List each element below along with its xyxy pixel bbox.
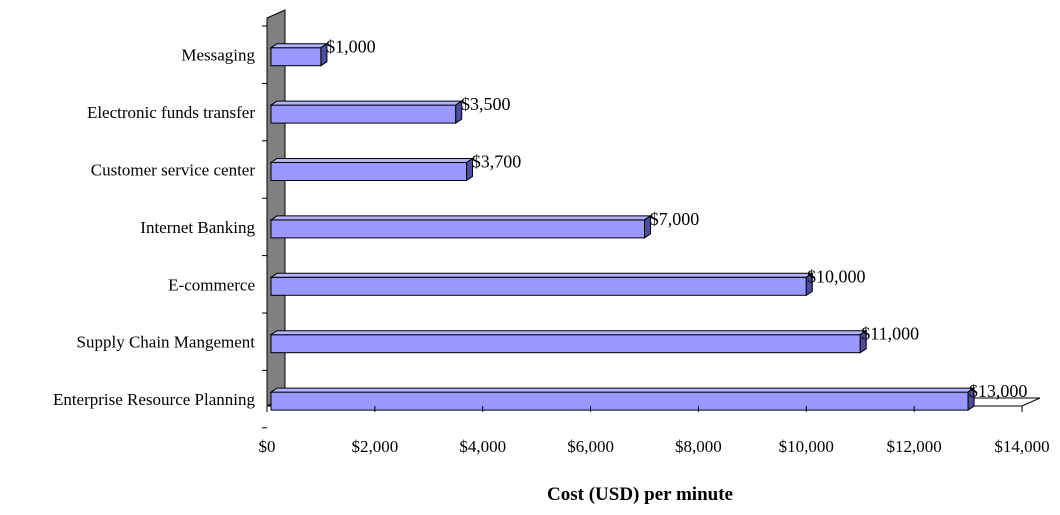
bar-top — [269, 158, 475, 163]
bar-top — [269, 330, 868, 336]
data-label: $11,000 — [861, 324, 919, 344]
data-label: $3,500 — [461, 94, 511, 114]
value-labels: $1,000 $3,500 $3,700 $7,000 $10,000 $11,000 $1… — [326, 37, 1027, 401]
bar — [269, 329, 868, 354]
bar-front — [270, 276, 807, 296]
bar-front — [270, 219, 645, 239]
category-label: Messaging — [181, 46, 255, 65]
x-axis: $0 $2,000 $4,000 $6,000 $8,000 $10,000 $12,000… — [259, 406, 1050, 456]
x-tick-label: $4,000 — [459, 437, 506, 456]
x-tick-label: $10,000 — [779, 437, 834, 456]
bar — [269, 387, 976, 412]
bar-front — [270, 162, 468, 181]
data-label: $10,000 — [807, 266, 866, 286]
category-label: Enterprise Resource Planning — [53, 390, 256, 409]
bar-front — [270, 391, 969, 411]
data-label: $1,000 — [326, 37, 376, 57]
bar-top — [269, 272, 814, 278]
bar-side — [967, 387, 975, 412]
category-label: Customer service center — [91, 161, 256, 180]
data-label: $3,700 — [472, 152, 522, 172]
bar — [269, 214, 653, 239]
x-tick-label: $6,000 — [567, 437, 614, 456]
bar-top — [269, 43, 329, 49]
bar-side — [466, 157, 474, 182]
data-label: $7,000 — [650, 209, 700, 229]
x-axis-title: Cost (USD) per minute — [547, 484, 733, 505]
category-label: Electronic funds transfer — [87, 103, 255, 122]
bar — [269, 100, 464, 125]
bar-top — [269, 100, 464, 106]
bar-front — [270, 104, 457, 124]
bar-side — [859, 329, 867, 354]
category-label: Internet Banking — [140, 218, 255, 237]
bar-side — [455, 100, 463, 125]
bar — [269, 42, 329, 67]
bar-front — [270, 47, 322, 67]
bar-side — [320, 42, 328, 67]
category-labels: Messaging Electronic funds transfer Custom… — [53, 46, 256, 409]
x-tick-label: $8,000 — [675, 437, 722, 456]
data-label: $13,000 — [969, 381, 1028, 401]
x-tick-label: $14,000 — [994, 437, 1049, 456]
bar-side — [644, 214, 651, 239]
bar-side — [805, 272, 813, 297]
x-tick-label: $12,000 — [887, 437, 942, 456]
category-label: E-commerce — [168, 275, 255, 294]
bar-front — [270, 334, 861, 354]
bars — [269, 42, 976, 412]
bar-top — [269, 215, 653, 221]
bar — [269, 157, 475, 182]
bar-top — [269, 387, 976, 393]
bar — [269, 272, 814, 297]
x-tick-label: $2,000 — [351, 437, 398, 456]
category-label: Supply Chain Mangement — [77, 333, 256, 352]
x-tick-label: $0 — [259, 437, 276, 456]
